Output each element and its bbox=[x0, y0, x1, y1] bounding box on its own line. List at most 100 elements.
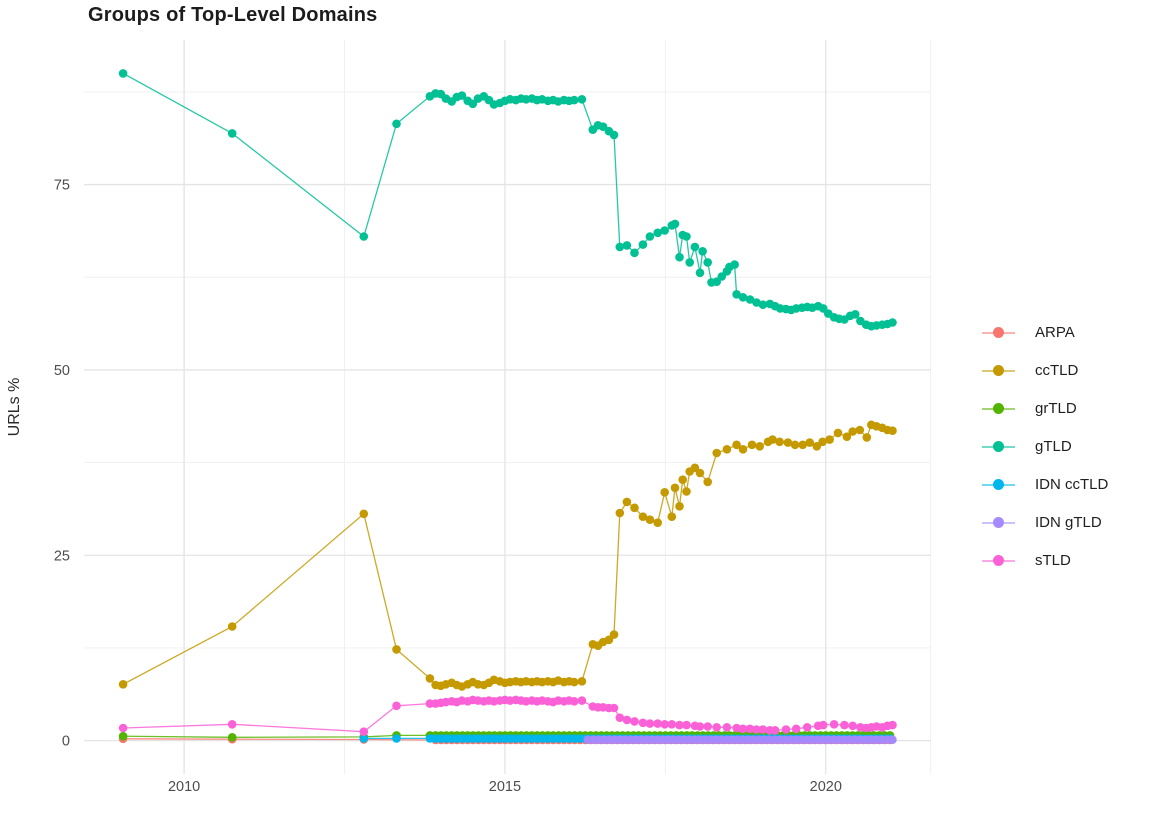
data-point-cctld bbox=[738, 445, 748, 454]
legend-item-idn-gtld: IDN gTLD bbox=[982, 512, 1108, 533]
data-point-stld bbox=[392, 701, 401, 711]
data-point-stld bbox=[695, 722, 705, 731]
data-point-stld bbox=[712, 723, 721, 732]
y-tick-label: 0 bbox=[62, 734, 70, 750]
legend-label: ccTLD bbox=[1035, 362, 1079, 379]
data-point-cctld bbox=[888, 426, 897, 436]
data-point-gtld bbox=[359, 232, 369, 241]
chart-title: Groups of Top-Level Domains bbox=[88, 4, 378, 26]
data-point-cctld bbox=[842, 432, 852, 442]
data-point-gtld bbox=[630, 248, 639, 258]
data-point-cctld bbox=[712, 448, 721, 458]
data-point-cctld bbox=[783, 438, 793, 447]
legend-label: ARPA bbox=[1035, 324, 1075, 341]
data-point-gtld bbox=[888, 318, 897, 327]
legend-item-idn-cctld: IDN ccTLD bbox=[982, 474, 1108, 495]
data-point-stld bbox=[638, 718, 648, 728]
data-point-stld bbox=[752, 725, 761, 734]
data-point-gtld bbox=[685, 258, 694, 267]
data-point-cctld bbox=[615, 508, 625, 518]
data-point-cctld bbox=[638, 512, 648, 521]
data-point-gtld bbox=[609, 130, 619, 140]
data-point-stld bbox=[818, 720, 828, 730]
data-point-stld bbox=[667, 720, 677, 729]
data-point-cctld bbox=[722, 445, 732, 454]
data-point-cctld bbox=[667, 512, 677, 521]
data-point-cctld bbox=[682, 487, 691, 496]
data-point-gtld bbox=[577, 95, 587, 104]
data-point-cctld bbox=[660, 488, 669, 497]
data-point-cctld bbox=[862, 433, 872, 442]
legend-item-stld: sTLD bbox=[982, 550, 1108, 571]
data-point-cctld bbox=[645, 515, 655, 524]
data-point-gtld bbox=[851, 310, 860, 319]
data-point-gtld bbox=[598, 122, 608, 131]
data-point-stld bbox=[829, 720, 839, 729]
data-point-stld bbox=[118, 723, 128, 733]
axis-tick-labels: 0 25 50 75 2010 2015 2020 bbox=[54, 178, 842, 795]
legend-item-gtld: gTLD bbox=[982, 436, 1108, 457]
data-point-stld bbox=[682, 720, 691, 730]
data-point-gtld bbox=[638, 240, 648, 249]
data-point-cctld bbox=[805, 438, 814, 447]
data-point-stld bbox=[609, 703, 619, 713]
legend-key-icon bbox=[982, 512, 1015, 533]
legend: ARPA ccTLD grTLD gTLD IDN ccTLD IDN gTLD sTLD bbox=[982, 322, 1108, 588]
data-point-gtld bbox=[732, 290, 741, 299]
data-point-cctld bbox=[653, 518, 662, 527]
data-point-gtld bbox=[615, 242, 625, 252]
legend-item-cctld: ccTLD bbox=[982, 360, 1108, 381]
legend-label: sTLD bbox=[1035, 552, 1071, 569]
data-point-gtld bbox=[703, 258, 712, 267]
y-tick-label: 50 bbox=[54, 363, 70, 379]
legend-key-icon bbox=[982, 322, 1015, 343]
data-point-gtld bbox=[730, 260, 739, 269]
data-point-stld bbox=[738, 724, 748, 734]
data-point-grtld bbox=[227, 733, 237, 742]
data-point-cctld bbox=[768, 435, 777, 444]
gridlines-major bbox=[84, 40, 931, 774]
data-point-cctld bbox=[392, 645, 401, 654]
legend-key-icon bbox=[982, 550, 1015, 571]
legend-item-grtld: grTLD bbox=[982, 398, 1108, 419]
data-point-grtld bbox=[118, 731, 128, 741]
data-point-gtld bbox=[758, 300, 768, 310]
data-point-cctld bbox=[227, 622, 237, 631]
gridlines-minor bbox=[84, 40, 931, 774]
legend-key-icon bbox=[982, 436, 1015, 457]
data-point-stld bbox=[660, 720, 669, 729]
data-point-cctld bbox=[703, 477, 712, 487]
data-point-stld bbox=[791, 724, 801, 734]
data-point-gtld bbox=[675, 252, 684, 262]
x-tick-label: 2010 bbox=[168, 779, 200, 795]
legend-item-arpa: ARPA bbox=[982, 322, 1108, 343]
data-point-cctld bbox=[825, 435, 834, 444]
data-point-cctld bbox=[695, 468, 705, 478]
data-point-stld bbox=[359, 727, 369, 736]
data-point-stld bbox=[645, 719, 655, 728]
legend-label: gTLD bbox=[1035, 438, 1072, 455]
data-point-cctld bbox=[848, 427, 857, 436]
data-point-gtld bbox=[695, 268, 705, 278]
data-point-stld bbox=[577, 696, 587, 705]
data-point-stld bbox=[722, 723, 732, 732]
data-point-stld bbox=[802, 723, 812, 732]
legend-key-icon bbox=[982, 398, 1015, 419]
data-point-cctld bbox=[609, 630, 619, 639]
data-point-stld bbox=[888, 720, 897, 730]
data-point-idn-gtld bbox=[888, 735, 897, 744]
data-point-stld bbox=[848, 721, 857, 731]
data-point-cctld bbox=[622, 497, 632, 507]
data-point-stld bbox=[622, 715, 632, 725]
data-point-stld bbox=[615, 713, 625, 722]
data-point-gtld bbox=[622, 241, 632, 250]
data-point-cctld bbox=[670, 483, 680, 493]
data-point-gtld bbox=[653, 228, 662, 238]
data-point-cctld bbox=[675, 502, 684, 511]
data-point-stld bbox=[770, 726, 780, 735]
data-point-gtld bbox=[738, 293, 748, 302]
series-idn-gtld bbox=[583, 735, 897, 744]
series-stld bbox=[118, 695, 897, 736]
legend-label: IDN gTLD bbox=[1035, 514, 1102, 531]
